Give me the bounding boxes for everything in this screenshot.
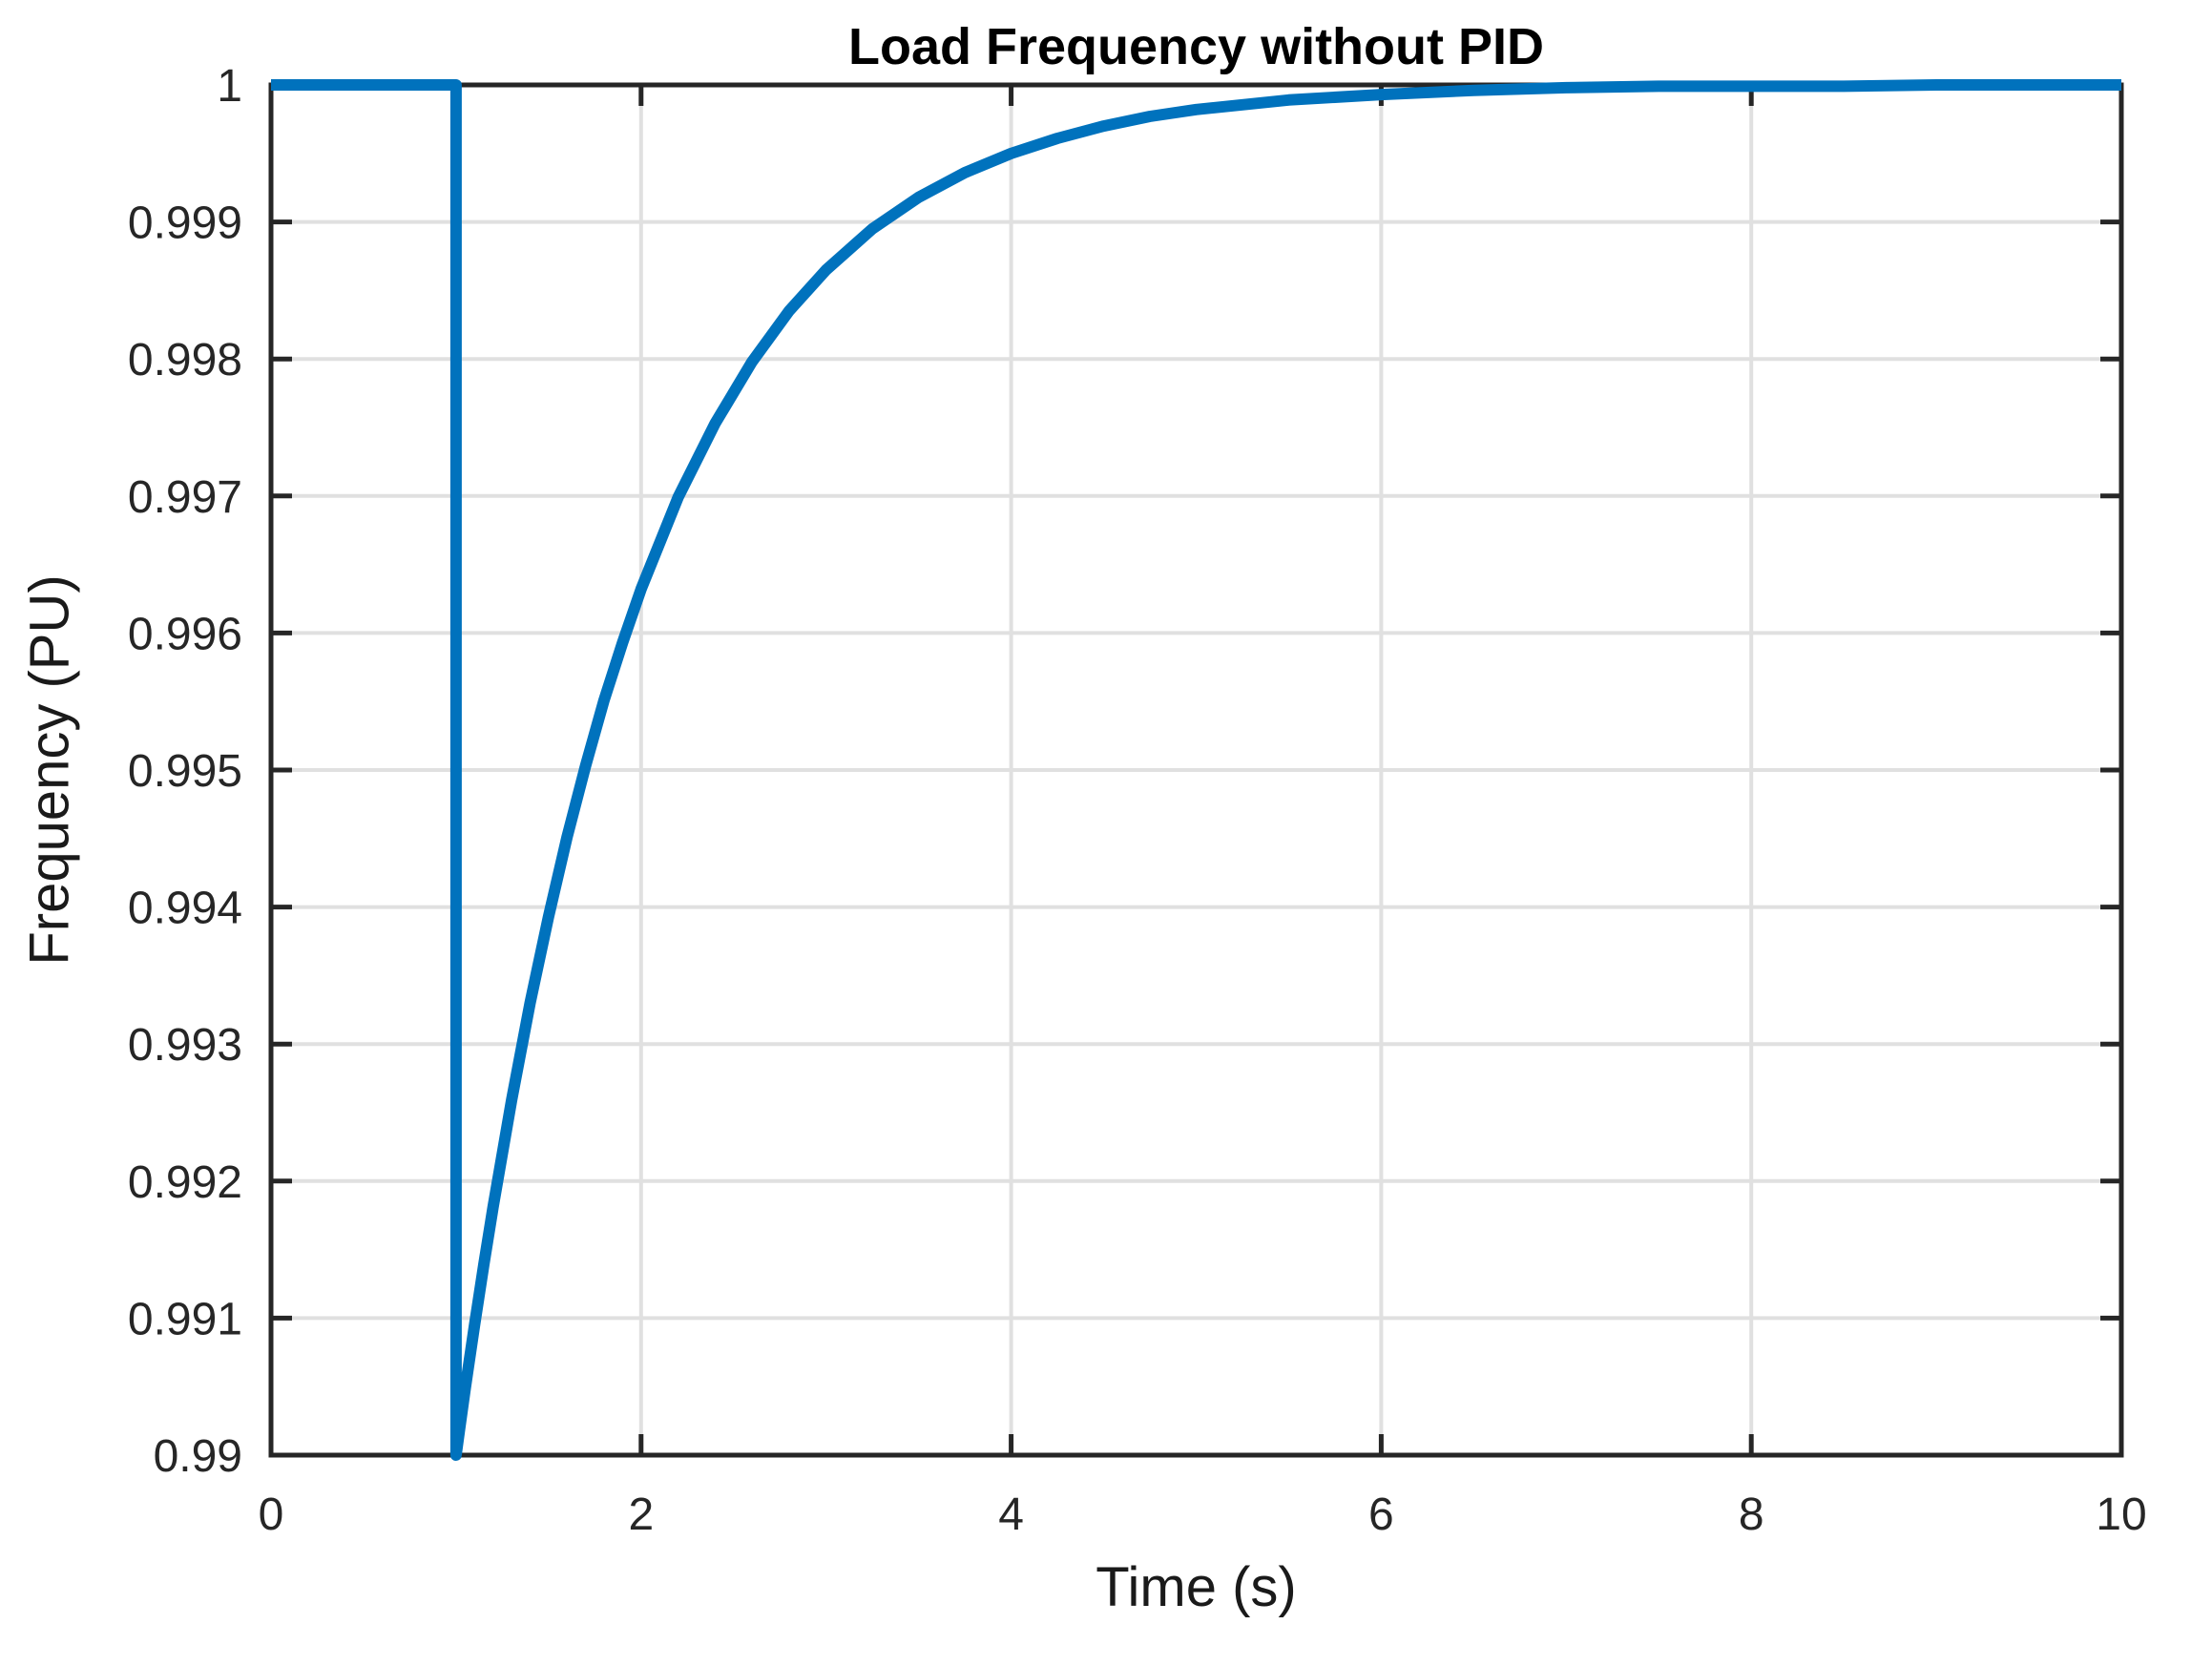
x-tick-label: 4 bbox=[998, 1489, 1024, 1540]
y-tick-label: 0.995 bbox=[128, 746, 242, 797]
y-axis-label: Frequency (PU) bbox=[18, 574, 81, 966]
x-tick-label: 8 bbox=[1739, 1489, 1764, 1540]
y-tick-label: 0.994 bbox=[128, 884, 242, 934]
y-tick-label: 1 bbox=[217, 61, 242, 112]
y-tick-label: 0.998 bbox=[128, 335, 242, 385]
y-tick-label: 0.999 bbox=[128, 198, 242, 249]
x-tick-label: 6 bbox=[1368, 1489, 1394, 1540]
y-tick-label: 0.997 bbox=[128, 472, 242, 523]
y-tick-label: 0.991 bbox=[128, 1294, 242, 1344]
y-tick-label: 0.992 bbox=[128, 1157, 242, 1208]
x-tick-label: 2 bbox=[628, 1489, 654, 1540]
load-frequency-line bbox=[271, 79, 2121, 1461]
y-tick-label: 0.996 bbox=[128, 609, 242, 659]
x-tick-label: 10 bbox=[2096, 1489, 2146, 1540]
y-tick-label: 0.99 bbox=[154, 1431, 242, 1482]
x-tick-label: 0 bbox=[259, 1489, 284, 1540]
chart-title: Load Frequency without PID bbox=[847, 18, 1545, 75]
y-tick-label: 0.993 bbox=[128, 1020, 242, 1071]
x-axis-label: Time (s) bbox=[1096, 1556, 1297, 1618]
